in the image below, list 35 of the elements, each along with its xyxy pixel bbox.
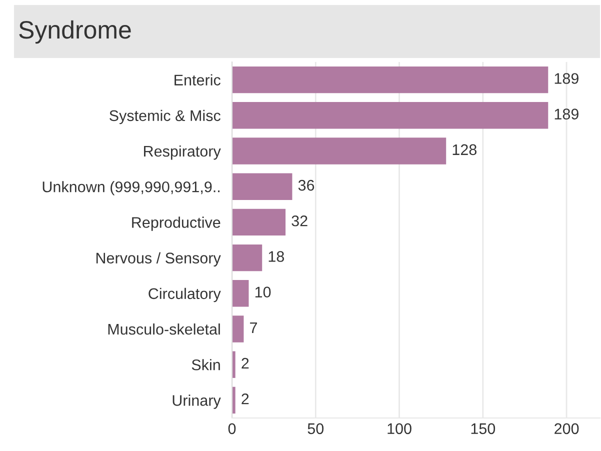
y-tick-label: Enteric	[174, 74, 220, 86]
bar	[232, 316, 244, 342]
bar	[232, 102, 548, 129]
y-tick-label: Systemic & Misc	[110, 110, 220, 124]
data-label: 2	[242, 358, 249, 369]
y-tick-label: Urinary	[172, 394, 221, 409]
y-tick-label: Respiratory	[144, 145, 221, 160]
y-tick-label: Skin	[192, 359, 220, 370]
x-tick-label: 150	[471, 423, 496, 434]
x-tick-label: 200	[554, 423, 579, 434]
bar	[232, 280, 249, 307]
data-label: 189	[554, 108, 578, 120]
data-label: 128	[452, 144, 476, 156]
y-tick-label: Circulatory	[148, 288, 221, 302]
data-label: 7	[250, 322, 257, 333]
bar	[232, 244, 262, 272]
data-label: 18	[268, 251, 284, 262]
bar	[232, 173, 292, 200]
chart-title: Syndrome	[19, 20, 131, 44]
bar	[232, 138, 446, 164]
bar	[232, 351, 236, 378]
data-label: 36	[298, 180, 314, 191]
data-label: 2	[242, 393, 249, 404]
data-label: 10	[255, 286, 271, 298]
y-tick-label: Musculo-skeletal	[108, 323, 220, 335]
y-tick-label: Reproductive	[132, 216, 220, 231]
bar	[232, 66, 548, 94]
x-tick-label: 0	[228, 423, 236, 434]
x-tick-label: 50	[308, 423, 324, 434]
y-tick-label: Unknown (999,990,991,9..	[42, 181, 220, 196]
y-tick-label: Nervous / Sensory	[96, 252, 221, 267]
data-label: 32	[292, 215, 308, 226]
bar	[232, 208, 286, 236]
data-label: 189	[554, 73, 578, 84]
x-tick-label: 100	[388, 423, 412, 434]
